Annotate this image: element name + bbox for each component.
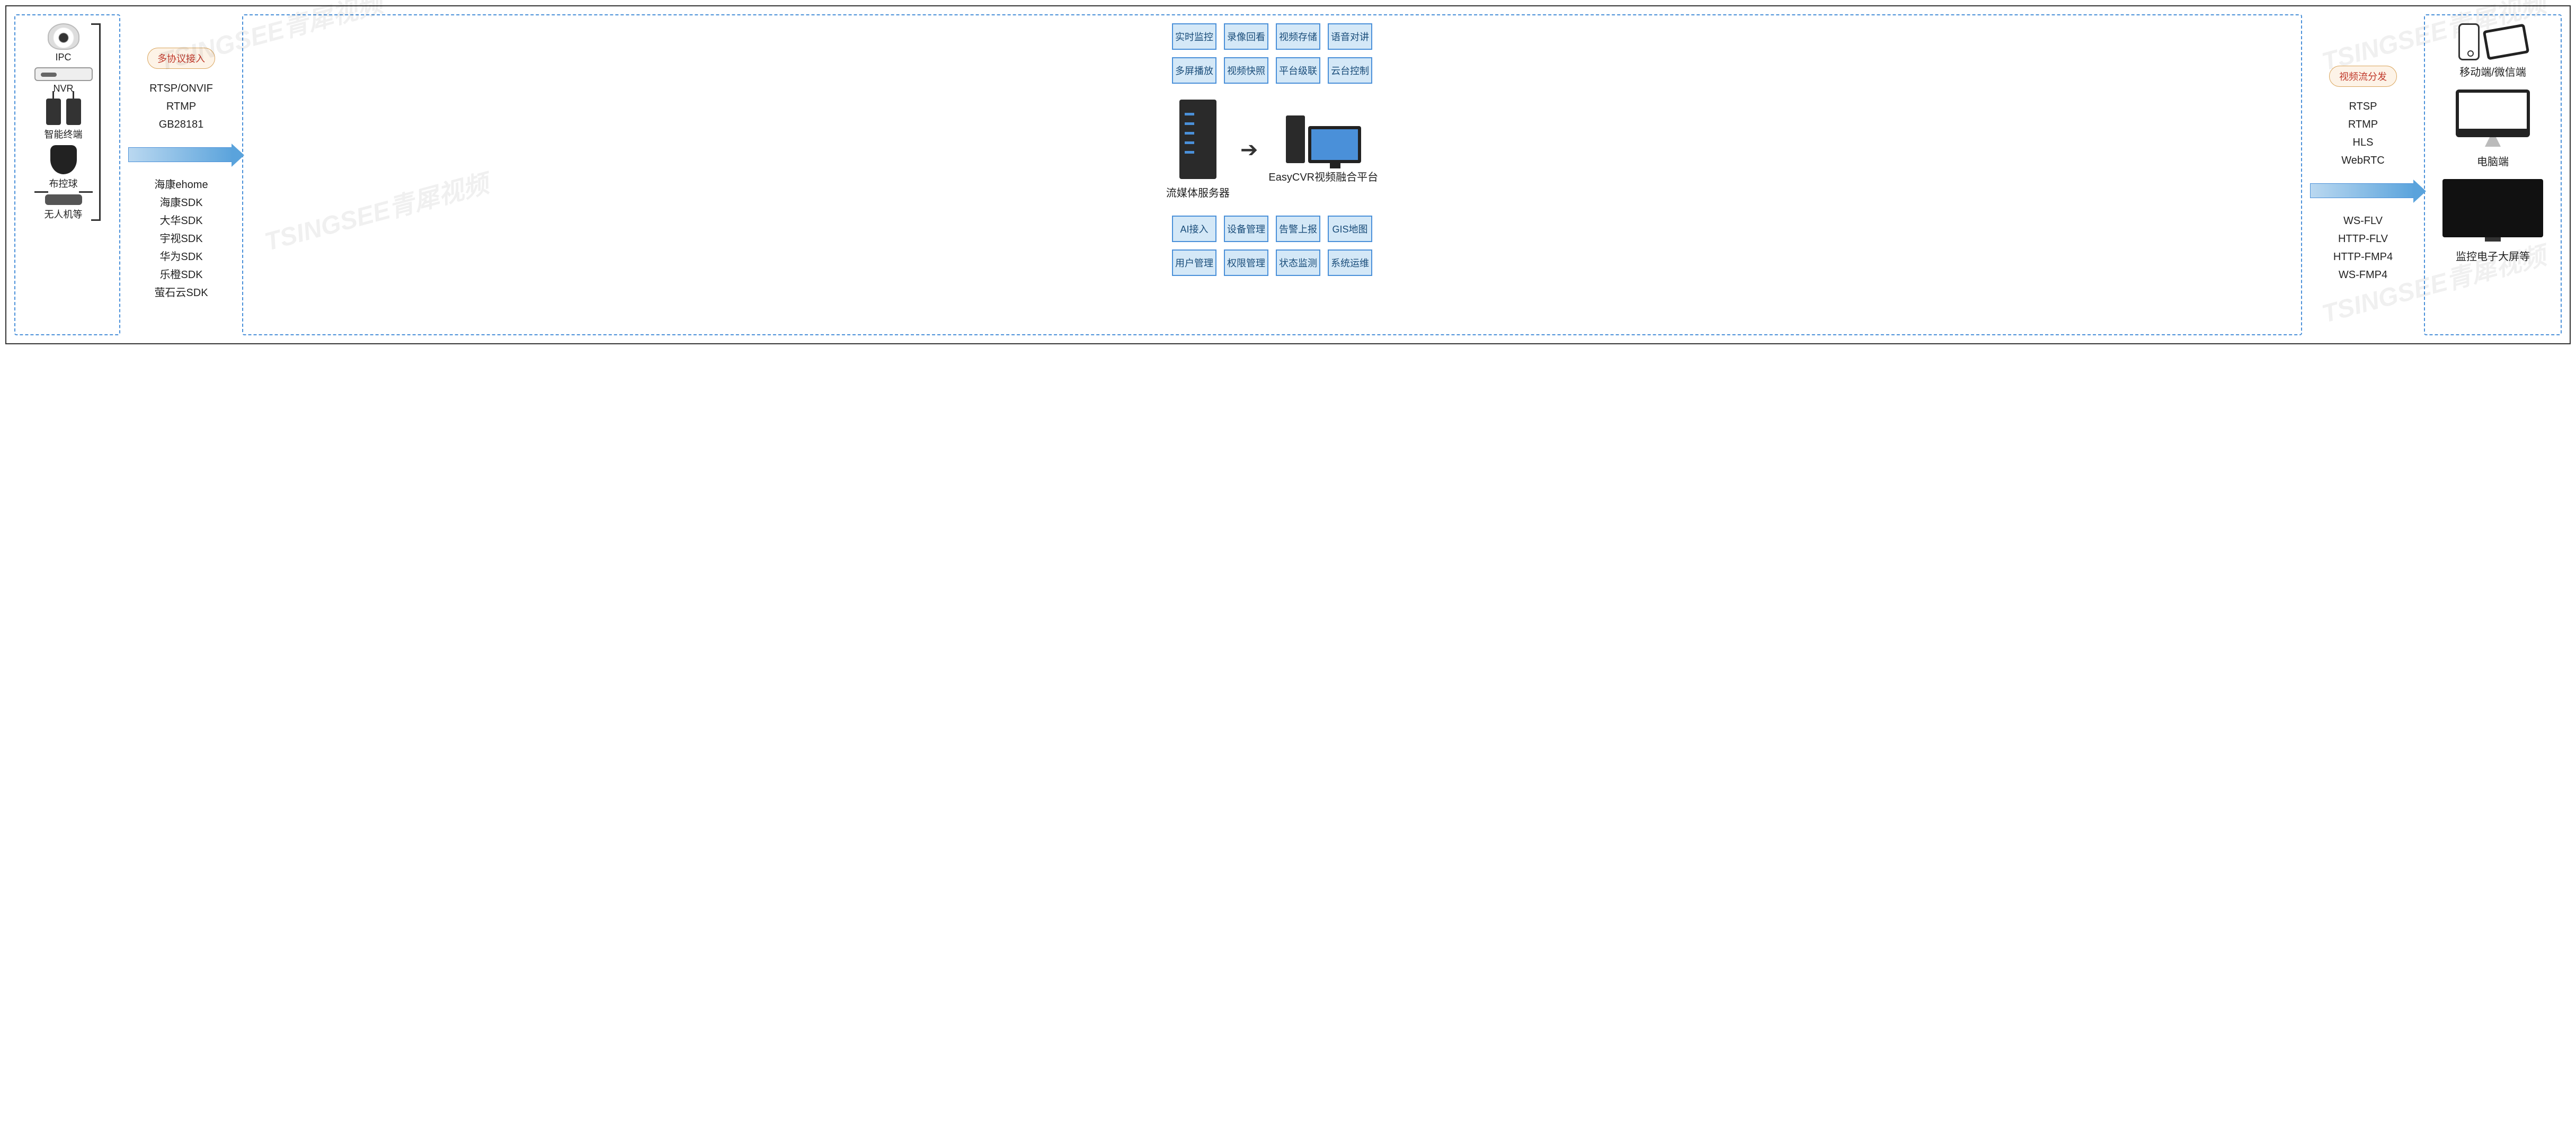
ingress-protocols-standard: RTSP/ONVIF RTMP GB28181 xyxy=(149,79,213,133)
device-label: NVR xyxy=(53,83,73,94)
feature-box: 语音对讲 xyxy=(1328,23,1372,50)
server-icon xyxy=(1179,100,1216,179)
architecture-diagram: TSINGSEE青犀视频 TSINGSEE青犀视频 TSINGSEE青犀视频 T… xyxy=(5,5,2571,344)
features-top-grid: 实时监控 录像回看 视频存储 语音对讲 多屏播放 视频快照 平台级联 云台控制 xyxy=(1172,23,1372,84)
protocol-item: HLS xyxy=(2341,133,2385,151)
phone-icon xyxy=(2458,23,2480,60)
protocol-item: 宇视SDK xyxy=(154,230,208,248)
radio-icon xyxy=(46,99,81,125)
feature-box: 视频快照 xyxy=(1224,57,1268,84)
feature-box: 告警上报 xyxy=(1276,216,1320,242)
protocol-item: 乐橙SDK xyxy=(154,266,208,284)
easycvr-platform: EasyCVR视频融合平台 xyxy=(1268,115,1378,184)
protocol-item: 海康SDK xyxy=(154,194,208,212)
desktop-icon xyxy=(2456,90,2530,137)
pc-icon xyxy=(1286,115,1361,163)
device-ptz-ball: 布控球 xyxy=(49,145,78,190)
egress-protocols-2: WS-FLV HTTP-FLV HTTP-FMP4 WS-FMP4 xyxy=(2333,212,2393,284)
server-label: 流媒体服务器 xyxy=(1166,184,1230,200)
nvr-icon xyxy=(34,67,93,81)
protocol-item: GB28181 xyxy=(149,115,213,133)
devices-column: IPC NVR 智能终端 布控球 无人机等 xyxy=(34,23,101,221)
feature-box: AI接入 xyxy=(1172,216,1216,242)
device-label: 无人机等 xyxy=(45,207,83,221)
platform-core: 流媒体服务器 ➔ EasyCVR视频融合平台 xyxy=(1166,100,1378,200)
device-terminal: 智能终端 xyxy=(45,99,83,141)
protocol-item: RTMP xyxy=(2341,115,2385,133)
ingress-arrow xyxy=(128,144,234,165)
devices-panel: IPC NVR 智能终端 布控球 无人机等 xyxy=(14,14,120,335)
device-nvr: NVR xyxy=(34,67,93,94)
camera-icon xyxy=(48,23,79,50)
client-label: 监控电子大屏等 xyxy=(2456,248,2530,263)
feature-box: 设备管理 xyxy=(1224,216,1268,242)
egress-protocols-1: RTSP RTMP HLS WebRTC xyxy=(2341,97,2385,169)
clients-panel: 移动端/微信端 电脑端 监控电子大屏等 xyxy=(2424,14,2562,335)
egress-connector: 视频流分发 RTSP RTMP HLS WebRTC WS-FLV HTTP-F… xyxy=(2310,14,2416,335)
client-label: 电脑端 xyxy=(2477,153,2509,168)
protocol-item: 华为SDK xyxy=(154,248,208,266)
features-bottom-grid: AI接入 设备管理 告警上报 GIS地图 用户管理 权限管理 状态监测 系统运维 xyxy=(1172,216,1372,276)
protocol-item: WS-FLV xyxy=(2333,212,2393,230)
ingress-pill: 多协议接入 xyxy=(147,48,215,69)
protocol-item: RTSP/ONVIF xyxy=(149,79,213,97)
protocol-item: RTMP xyxy=(149,97,213,115)
client-label: 移动端/微信端 xyxy=(2459,64,2526,79)
protocol-item: 萤石云SDK xyxy=(154,284,208,302)
ingress-protocols-sdk: 海康ehome 海康SDK 大华SDK 宇视SDK 华为SDK 乐橙SDK 萤石… xyxy=(154,176,208,302)
feature-box: 多屏播放 xyxy=(1172,57,1216,84)
egress-arrow xyxy=(2310,180,2416,201)
ptz-ball-icon xyxy=(50,145,77,174)
feature-box: 平台级联 xyxy=(1276,57,1320,84)
ingress-connector: 多协议接入 RTSP/ONVIF RTMP GB28181 海康ehome 海康… xyxy=(128,14,234,335)
device-label: IPC xyxy=(55,52,71,63)
protocol-item: HTTP-FLV xyxy=(2333,230,2393,248)
feature-box: 系统运维 xyxy=(1328,249,1372,276)
feature-box: 用户管理 xyxy=(1172,249,1216,276)
client-mobile: 移动端/微信端 xyxy=(2458,23,2527,79)
feature-box: 录像回看 xyxy=(1224,23,1268,50)
feature-box: GIS地图 xyxy=(1328,216,1372,242)
protocol-item: WebRTC xyxy=(2341,151,2385,169)
platform-label: EasyCVR视频融合平台 xyxy=(1268,168,1378,184)
egress-pill: 视频流分发 xyxy=(2329,66,2397,87)
tablet-icon xyxy=(2483,23,2530,60)
media-server: 流媒体服务器 xyxy=(1166,100,1230,200)
client-tv: 监控电子大屏等 xyxy=(2442,179,2543,263)
device-ipc: IPC xyxy=(48,23,79,63)
feature-box: 权限管理 xyxy=(1224,249,1268,276)
device-label: 布控球 xyxy=(49,176,78,190)
protocol-item: WS-FMP4 xyxy=(2333,266,2393,284)
tv-icon xyxy=(2442,179,2543,237)
feature-box: 状态监测 xyxy=(1276,249,1320,276)
platform-panel: 实时监控 录像回看 视频存储 语音对讲 多屏播放 视频快照 平台级联 云台控制 … xyxy=(242,14,2302,335)
protocol-item: RTSP xyxy=(2341,97,2385,115)
device-label: 智能终端 xyxy=(45,127,83,141)
feature-box: 云台控制 xyxy=(1328,57,1372,84)
client-pc: 电脑端 xyxy=(2456,90,2530,168)
feature-box: 视频存储 xyxy=(1276,23,1320,50)
feature-box: 实时监控 xyxy=(1172,23,1216,50)
device-drone: 无人机等 xyxy=(45,194,83,221)
drone-icon xyxy=(45,194,82,205)
protocol-item: 海康ehome xyxy=(154,176,208,194)
protocol-item: HTTP-FMP4 xyxy=(2333,248,2393,266)
protocol-item: 大华SDK xyxy=(154,212,208,230)
arrow-right-icon: ➔ xyxy=(1240,138,1258,162)
